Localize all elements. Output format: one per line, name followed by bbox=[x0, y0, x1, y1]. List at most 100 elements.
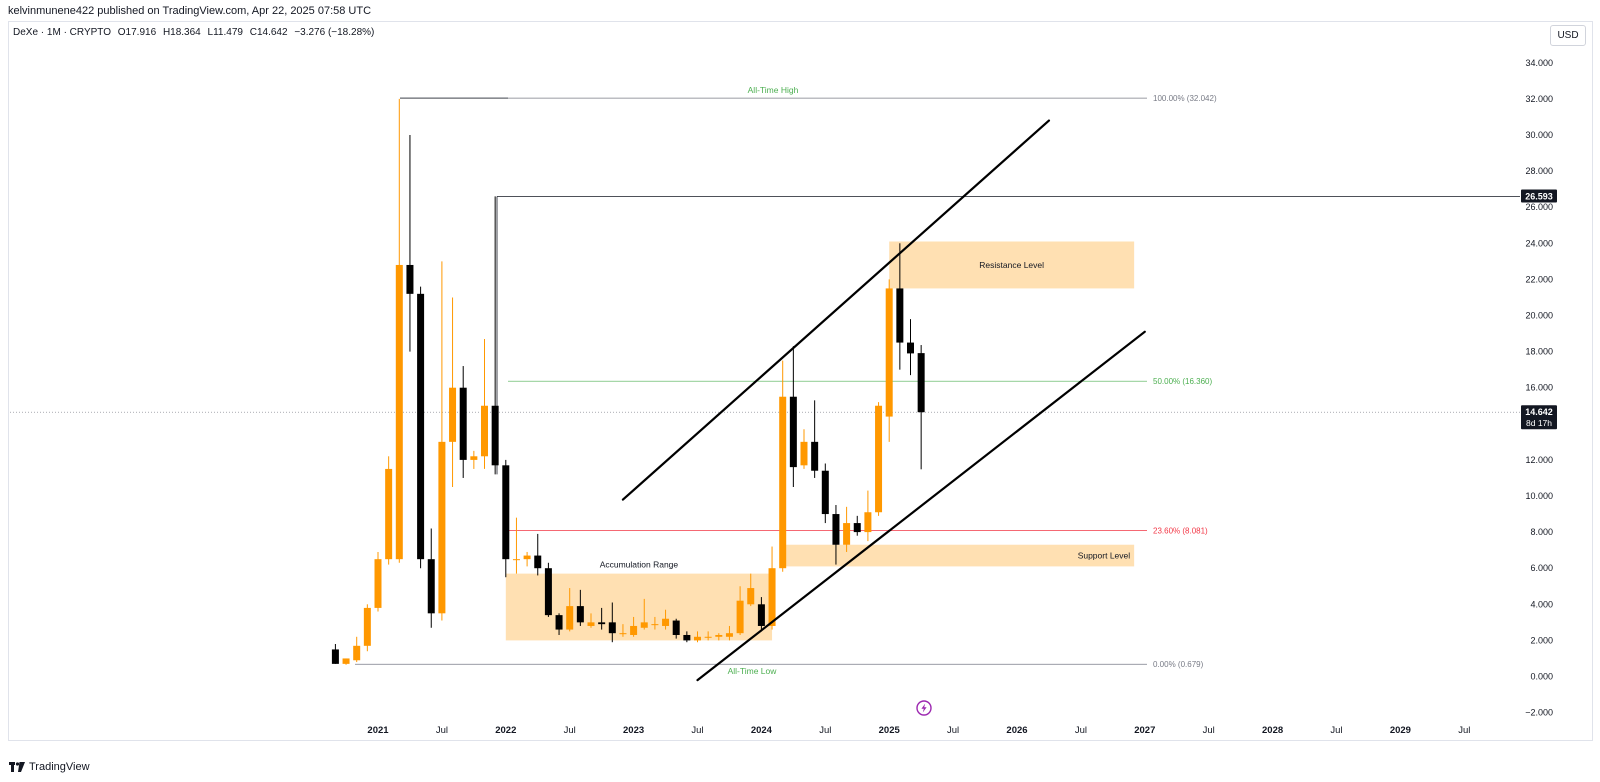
y-tick-label: 26.000 bbox=[1525, 202, 1553, 212]
candle-body-0[interactable] bbox=[331, 649, 339, 664]
candle-body-47[interactable] bbox=[832, 514, 840, 545]
candle-body-22[interactable] bbox=[566, 606, 574, 630]
candles-layer bbox=[331, 98, 925, 665]
candle-body-3[interactable] bbox=[363, 607, 371, 646]
legend-low: L11.479 bbox=[207, 27, 243, 38]
legend-high: H18.364 bbox=[162, 27, 201, 38]
x-tick-label: 2026 bbox=[1006, 725, 1027, 736]
candle-body-46[interactable] bbox=[821, 470, 829, 515]
candle-body-51[interactable] bbox=[875, 405, 883, 513]
candle-body-42[interactable] bbox=[779, 396, 787, 569]
x-tick-label: Jul bbox=[564, 725, 576, 736]
candle-body-2[interactable] bbox=[353, 645, 361, 661]
candle-body-5[interactable] bbox=[385, 468, 393, 560]
candle-body-7[interactable] bbox=[406, 264, 414, 294]
y-tick-label: 8.000 bbox=[1530, 527, 1553, 537]
x-tick-label: 2027 bbox=[1134, 725, 1155, 736]
publisher-line: kelvinmunene422 published on TradingView… bbox=[8, 5, 372, 17]
candle-body-27[interactable] bbox=[619, 633, 627, 635]
y-tick-label: 22.000 bbox=[1525, 274, 1553, 284]
candle-body-26[interactable] bbox=[608, 622, 616, 634]
candle-body-39[interactable] bbox=[747, 588, 755, 605]
candle-body-6[interactable] bbox=[395, 264, 403, 560]
ath-label: All-Time High bbox=[748, 85, 799, 95]
y-tick-label: 32.000 bbox=[1525, 94, 1553, 104]
currency-button[interactable]: USD bbox=[1550, 25, 1586, 46]
candle-body-25[interactable] bbox=[598, 622, 606, 625]
candle-body-53[interactable] bbox=[896, 288, 904, 343]
candle-body-44[interactable] bbox=[800, 441, 808, 466]
candle-body-43[interactable] bbox=[789, 396, 797, 468]
fib-label-1: 50.00% (16.360) bbox=[1153, 377, 1212, 386]
legend-change: −3.276 (−18.28%) bbox=[294, 27, 375, 38]
candle-body-29[interactable] bbox=[640, 622, 648, 628]
x-tick-label: Jul bbox=[947, 725, 959, 736]
lightning-icon[interactable] bbox=[916, 700, 932, 716]
candle-body-32[interactable] bbox=[672, 620, 680, 635]
candle-body-12[interactable] bbox=[459, 387, 467, 460]
candle-body-40[interactable] bbox=[757, 604, 765, 626]
candle-body-10[interactable] bbox=[438, 441, 446, 614]
y-tick-label: −2.000 bbox=[1525, 708, 1553, 718]
candle-body-36[interactable] bbox=[715, 634, 723, 637]
candle-body-11[interactable] bbox=[449, 387, 457, 442]
x-tick-label: Jul bbox=[436, 725, 448, 736]
y-tick-label: 16.000 bbox=[1525, 383, 1553, 393]
y-tick-label: 10.000 bbox=[1525, 491, 1553, 501]
candle-body-41[interactable] bbox=[768, 568, 776, 626]
fib-label-2: 23.60% (8.081) bbox=[1153, 527, 1208, 536]
x-tick-label: Jul bbox=[691, 725, 703, 736]
candle-body-31[interactable] bbox=[662, 618, 670, 626]
candle-body-52[interactable] bbox=[885, 288, 893, 417]
y-tick-label: 30.000 bbox=[1525, 130, 1553, 140]
candle-body-49[interactable] bbox=[853, 523, 861, 533]
candle-body-45[interactable] bbox=[811, 441, 819, 471]
candle-body-17[interactable] bbox=[512, 559, 520, 561]
channel-line-0[interactable] bbox=[621, 119, 1051, 501]
candle-body-37[interactable] bbox=[725, 633, 733, 637]
candle-body-30[interactable] bbox=[651, 624, 659, 626]
candle-body-8[interactable] bbox=[417, 293, 425, 560]
candle-body-23[interactable] bbox=[576, 606, 584, 623]
candle-body-15[interactable] bbox=[491, 405, 499, 466]
channel-line-1[interactable] bbox=[696, 330, 1146, 682]
candle-body-34[interactable] bbox=[694, 636, 701, 641]
price-badge-label-1: 14.642 bbox=[1525, 407, 1553, 417]
x-tick-label: Jul bbox=[1203, 725, 1215, 736]
price-badge-0 bbox=[1521, 189, 1557, 203]
legend-open: O17.916 bbox=[117, 27, 157, 38]
x-tick-label: 2022 bbox=[495, 725, 516, 736]
x-tick-label: 2023 bbox=[623, 725, 644, 736]
candle-body-16[interactable] bbox=[502, 465, 510, 560]
candle-body-18[interactable] bbox=[523, 555, 531, 560]
candle-body-38[interactable] bbox=[736, 600, 744, 634]
x-tick-label: 2021 bbox=[367, 725, 389, 736]
candle-body-24[interactable] bbox=[587, 622, 595, 626]
candle-body-33[interactable] bbox=[683, 634, 691, 641]
zones-layer: Accumulation Range Resistance Level Suppor… bbox=[505, 241, 1135, 641]
legend-symbol: DeXe · 1M · CRYPTO bbox=[13, 27, 111, 38]
candle-body-35[interactable] bbox=[704, 636, 712, 638]
candle-body-1[interactable] bbox=[342, 658, 350, 664]
x-tick-label: 2028 bbox=[1262, 725, 1283, 736]
candle-body-14[interactable] bbox=[481, 405, 488, 457]
x-tick-label: Jul bbox=[1330, 725, 1342, 736]
candle-body-48[interactable] bbox=[843, 523, 851, 545]
candle-body-13[interactable] bbox=[470, 456, 478, 460]
candle-body-9[interactable] bbox=[427, 559, 435, 614]
candle-body-50[interactable] bbox=[864, 512, 872, 533]
candle-body-21[interactable] bbox=[555, 615, 563, 630]
candle-body-54[interactable] bbox=[907, 342, 914, 354]
candle-body-28[interactable] bbox=[630, 625, 638, 635]
candle-body-20[interactable] bbox=[544, 568, 552, 616]
channel-lines-layer bbox=[621, 119, 1146, 682]
y-tick-label: 18.000 bbox=[1525, 347, 1553, 357]
candle-body-4[interactable] bbox=[374, 559, 382, 608]
symbol-legend: DeXe · 1M · CRYPTO O17.916 H18.364 L11.4… bbox=[13, 27, 378, 38]
tradingview-brand[interactable]: TradingView bbox=[9, 761, 90, 773]
tradingview-logo-icon bbox=[9, 762, 25, 772]
candle-body-19[interactable] bbox=[534, 555, 542, 569]
candle-body-55[interactable] bbox=[917, 353, 925, 413]
